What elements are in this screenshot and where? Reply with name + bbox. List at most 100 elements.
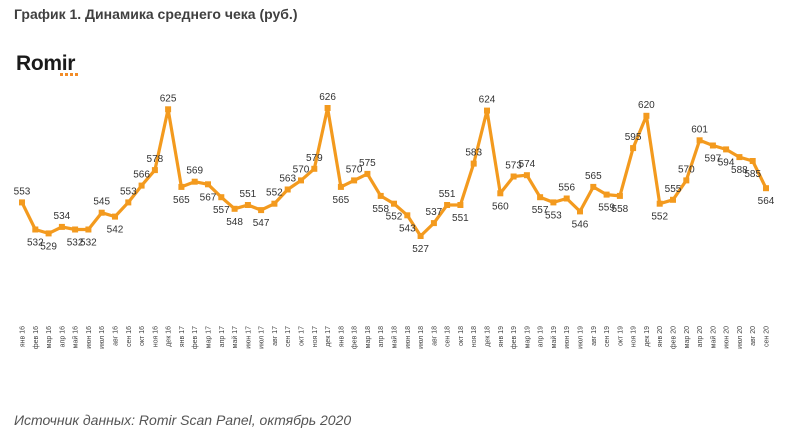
x-tick-label: сен 16 bbox=[126, 326, 133, 347]
data-label: 559 bbox=[598, 203, 615, 214]
data-label: 564 bbox=[758, 196, 775, 207]
data-point bbox=[417, 233, 424, 239]
data-label: 575 bbox=[359, 158, 376, 169]
data-point bbox=[563, 195, 570, 202]
x-tick-label: янв 16 bbox=[20, 326, 27, 347]
x-tick-label: фев 19 bbox=[511, 326, 518, 349]
x-tick-label: фев 16 bbox=[33, 326, 40, 349]
data-point bbox=[58, 223, 65, 230]
data-point bbox=[244, 202, 251, 208]
data-point bbox=[337, 183, 344, 190]
x-tick-label: сен 20 bbox=[764, 326, 771, 347]
data-label: 560 bbox=[492, 201, 509, 212]
data-point bbox=[457, 202, 464, 208]
data-point bbox=[484, 107, 490, 114]
data-point bbox=[284, 186, 291, 193]
x-tick-label: дек 18 bbox=[485, 326, 492, 347]
data-point bbox=[723, 146, 730, 153]
x-tick-label: апр 19 bbox=[538, 326, 545, 347]
x-tick-label: сен 19 bbox=[604, 326, 611, 347]
x-tick-label: ноя 17 bbox=[312, 326, 319, 347]
x-tick-label: фев 20 bbox=[671, 326, 678, 349]
data-point bbox=[736, 154, 743, 161]
data-label: 529 bbox=[40, 241, 57, 252]
x-tick-label: июн 18 bbox=[405, 326, 412, 349]
x-tick-label: окт 17 bbox=[299, 326, 306, 346]
data-point bbox=[709, 142, 716, 149]
data-point bbox=[470, 160, 477, 167]
data-label: 527 bbox=[412, 244, 429, 255]
x-tick-label: янв 19 bbox=[498, 326, 505, 347]
x-tick-label: май 20 bbox=[709, 326, 717, 348]
data-label: 552 bbox=[651, 212, 668, 223]
data-point bbox=[205, 181, 211, 188]
data-label: 565 bbox=[173, 195, 190, 206]
data-point bbox=[404, 212, 411, 219]
data-point bbox=[72, 226, 79, 233]
data-point bbox=[298, 177, 304, 184]
x-tick-label: сен 18 bbox=[445, 326, 452, 347]
data-label: 570 bbox=[346, 164, 363, 175]
x-tick-label: июл 20 bbox=[737, 326, 744, 349]
x-tick-label: май 16 bbox=[72, 326, 80, 348]
data-point bbox=[364, 170, 371, 177]
x-tick-label: авг 20 bbox=[750, 326, 757, 346]
data-label: 595 bbox=[625, 132, 642, 143]
data-point bbox=[191, 178, 198, 185]
data-point bbox=[45, 230, 52, 237]
data-point bbox=[151, 167, 158, 174]
x-tick-label: апр 18 bbox=[378, 326, 385, 347]
x-tick-label: май 18 bbox=[391, 326, 399, 348]
x-tick-label: июл 19 bbox=[578, 326, 585, 349]
data-point bbox=[749, 158, 756, 164]
data-label: 532 bbox=[27, 238, 44, 249]
data-label: 565 bbox=[585, 171, 602, 182]
x-tick-label: май 19 bbox=[550, 326, 558, 348]
data-label: 570 bbox=[293, 164, 310, 175]
data-label: 546 bbox=[572, 219, 589, 230]
x-tick-label: мар 17 bbox=[206, 326, 213, 348]
data-point bbox=[537, 194, 544, 201]
data-label: 573 bbox=[505, 161, 522, 172]
x-tick-label: авг 16 bbox=[113, 326, 120, 346]
data-label: 626 bbox=[319, 92, 336, 103]
data-label: 624 bbox=[479, 95, 496, 106]
x-tick-label: авг 17 bbox=[272, 326, 279, 346]
x-tick-label: ноя 16 bbox=[152, 326, 159, 347]
data-point bbox=[696, 137, 703, 144]
data-point bbox=[656, 200, 663, 207]
x-tick-label: дек 16 bbox=[166, 326, 173, 347]
data-label: 534 bbox=[54, 211, 71, 222]
data-point bbox=[444, 202, 451, 208]
data-label: 552 bbox=[266, 188, 283, 199]
x-tick-label: июн 19 bbox=[564, 326, 571, 349]
data-point bbox=[430, 220, 437, 227]
logo-dots-icon bbox=[60, 73, 80, 77]
data-point bbox=[616, 192, 623, 199]
x-tick-label: апр 17 bbox=[219, 326, 226, 347]
data-label: 597 bbox=[705, 154, 722, 165]
data-point bbox=[590, 183, 597, 190]
value-labels-layer: 5535325295345325325455425535665786255655… bbox=[14, 92, 775, 255]
data-point bbox=[138, 182, 145, 189]
data-label: 545 bbox=[93, 197, 110, 208]
data-point bbox=[391, 200, 397, 207]
x-axis-labels-layer: янв 16 фев 16 мар 16 апр 16 май 16 июн 16 июл … bbox=[20, 326, 771, 349]
x-tick-label: фев 17 bbox=[192, 326, 199, 349]
data-label: 555 bbox=[665, 184, 682, 195]
x-tick-label: июн 17 bbox=[245, 326, 252, 349]
data-point bbox=[630, 145, 637, 152]
data-point bbox=[670, 196, 676, 203]
data-point bbox=[603, 191, 610, 198]
data-label: 583 bbox=[465, 148, 482, 159]
data-point bbox=[377, 192, 384, 199]
data-label: 579 bbox=[306, 153, 323, 164]
x-tick-label: янв 17 bbox=[179, 326, 186, 347]
data-label: 585 bbox=[744, 169, 761, 180]
x-tick-label: окт 19 bbox=[617, 326, 624, 346]
data-label: 553 bbox=[120, 186, 137, 197]
data-point bbox=[577, 208, 583, 215]
source-note: Источник данных: Romir Scan Panel, октяб… bbox=[14, 412, 352, 428]
data-point bbox=[523, 172, 530, 179]
